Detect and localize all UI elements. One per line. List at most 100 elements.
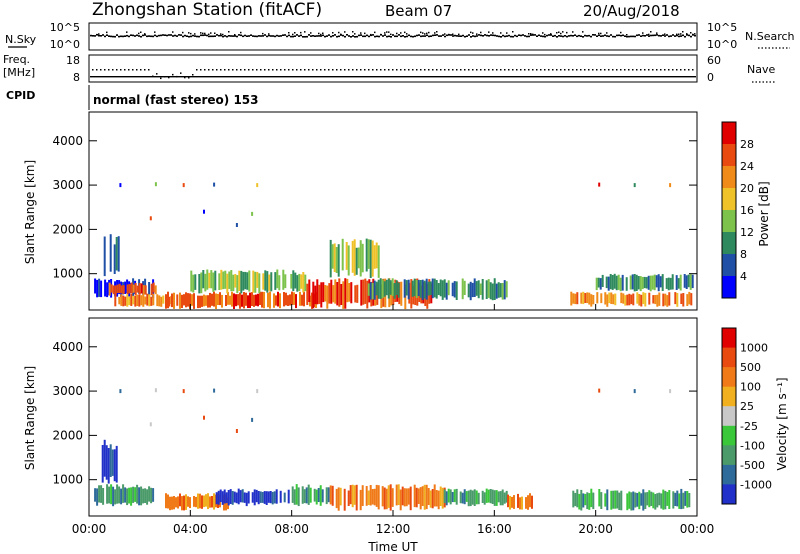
nsky-point bbox=[260, 35, 262, 37]
data-cell bbox=[471, 282, 474, 298]
nave-point bbox=[660, 69, 662, 71]
data-cell bbox=[185, 494, 187, 510]
nsky-point bbox=[108, 35, 110, 37]
nsky-point bbox=[528, 35, 530, 38]
data-speck bbox=[182, 389, 185, 394]
freq-point bbox=[198, 76, 200, 78]
freq-point bbox=[634, 76, 636, 78]
data-cell bbox=[630, 294, 633, 305]
freq-point bbox=[570, 76, 572, 78]
data-cell bbox=[429, 490, 432, 508]
nave-point bbox=[228, 69, 230, 71]
nsky-point bbox=[440, 35, 442, 37]
data-cell bbox=[187, 293, 189, 307]
data-cell bbox=[634, 492, 637, 508]
nsky-point bbox=[412, 35, 414, 38]
data-cell bbox=[285, 292, 287, 306]
nsearch-point bbox=[626, 34, 628, 36]
nave-point bbox=[464, 69, 466, 71]
freq-traces bbox=[90, 69, 696, 80]
nsky-point bbox=[430, 35, 432, 37]
nsky-point bbox=[622, 34, 624, 37]
data-cell bbox=[439, 279, 442, 297]
data-cell bbox=[499, 283, 502, 298]
nave-point bbox=[516, 69, 518, 71]
data-cell bbox=[580, 489, 583, 511]
freq-point bbox=[236, 76, 238, 78]
nsky-point bbox=[92, 35, 94, 37]
data-cell bbox=[109, 444, 112, 477]
data-cell bbox=[353, 239, 356, 276]
freq-point bbox=[640, 76, 642, 78]
data-cell bbox=[193, 496, 195, 507]
freq-point bbox=[332, 76, 334, 78]
data-cell bbox=[489, 489, 492, 504]
data-cell bbox=[200, 272, 203, 294]
nave-point bbox=[456, 69, 458, 71]
nsky-point bbox=[132, 34, 134, 37]
nsky-point bbox=[658, 34, 660, 37]
nsky-point bbox=[550, 34, 552, 36]
data-cell bbox=[499, 491, 502, 506]
data-cell bbox=[278, 275, 281, 291]
data-cell bbox=[360, 279, 363, 306]
data-cell bbox=[485, 488, 488, 503]
freq-point bbox=[90, 76, 92, 78]
data-cell bbox=[227, 292, 229, 305]
freq-point bbox=[674, 76, 676, 78]
nave-point bbox=[112, 69, 114, 71]
nsky-point bbox=[212, 35, 214, 38]
nsky-point bbox=[596, 35, 598, 37]
data-cell bbox=[521, 496, 523, 510]
data-speck bbox=[235, 223, 238, 227]
nsky-point bbox=[330, 35, 332, 38]
nave-point bbox=[684, 69, 686, 71]
colorbar-tick-label: 100 bbox=[740, 381, 761, 394]
data-cell bbox=[134, 283, 137, 296]
nsky-point bbox=[688, 34, 690, 37]
data-cell bbox=[122, 484, 125, 503]
data-cell bbox=[221, 491, 224, 505]
nsky-point bbox=[388, 35, 390, 38]
nsearch-point bbox=[528, 33, 530, 35]
data-cell bbox=[96, 279, 99, 298]
data-cell bbox=[592, 295, 595, 305]
data-cell bbox=[407, 488, 410, 505]
data-cell bbox=[311, 292, 313, 309]
data-cell bbox=[244, 271, 247, 290]
data-cell bbox=[173, 292, 175, 309]
nsky-point bbox=[640, 35, 642, 37]
data-cell bbox=[477, 280, 480, 299]
nsky-point bbox=[110, 35, 112, 38]
data-cell bbox=[371, 240, 374, 277]
freq-point bbox=[606, 76, 608, 78]
freq-point bbox=[560, 76, 562, 78]
nsky-point bbox=[222, 35, 224, 38]
data-cell bbox=[294, 272, 297, 289]
data-cell bbox=[210, 270, 213, 289]
nsky-point bbox=[254, 35, 256, 38]
nave-point bbox=[100, 69, 102, 71]
freq-point bbox=[578, 76, 580, 78]
colorbar-tick-label: 1000 bbox=[740, 342, 768, 355]
colorbar-tick-label: 500 bbox=[740, 361, 761, 374]
data-cell bbox=[505, 490, 508, 503]
data-cell bbox=[254, 271, 257, 293]
freq-point bbox=[174, 76, 176, 78]
nsky-point bbox=[476, 35, 478, 37]
freq-point bbox=[690, 76, 692, 78]
nsky-point bbox=[156, 35, 158, 38]
data-cell bbox=[276, 269, 279, 289]
data-speck bbox=[633, 389, 636, 394]
data-cell bbox=[152, 488, 155, 502]
nsky-point bbox=[206, 34, 208, 37]
nsky-point bbox=[592, 34, 594, 36]
nsky-point bbox=[224, 35, 226, 37]
data-cell bbox=[371, 282, 374, 300]
freq-point bbox=[92, 76, 94, 78]
freq-point bbox=[508, 76, 510, 78]
freq-point bbox=[220, 76, 222, 78]
data-cell bbox=[615, 275, 618, 291]
nave-point bbox=[576, 69, 578, 71]
